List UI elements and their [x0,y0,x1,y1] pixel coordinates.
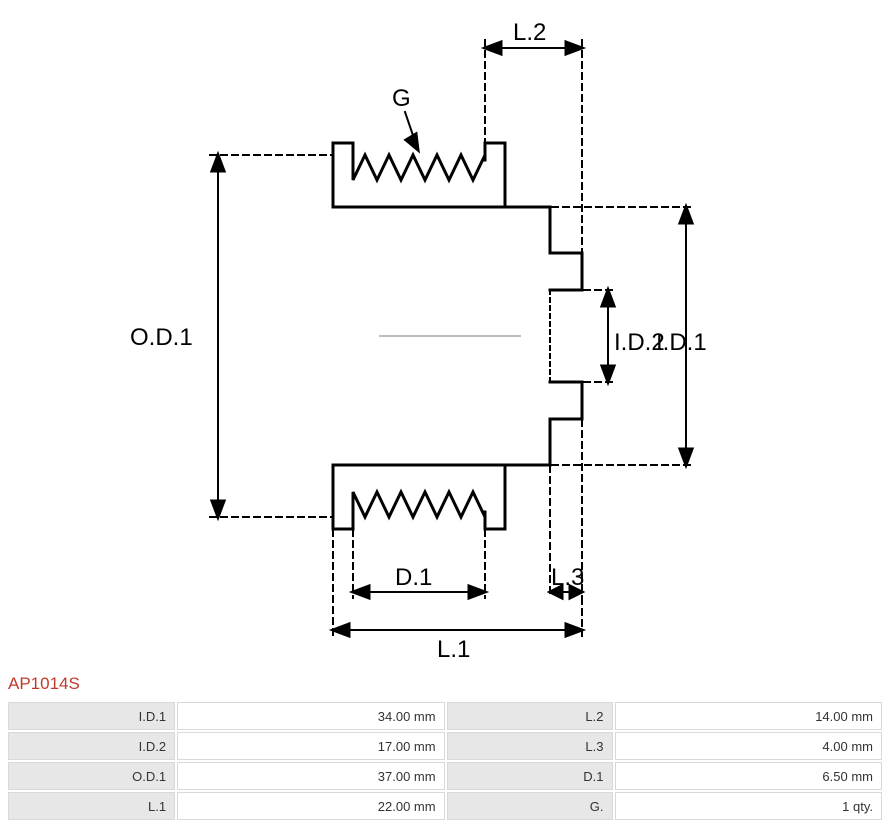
label-d1: D.1 [395,564,432,591]
spec-key: L.2 [447,702,613,730]
label-od1: O.D.1 [130,324,193,351]
spec-key: O.D.1 [8,762,175,790]
spec-val: 6.50 mm [615,762,883,790]
spec-val: 4.00 mm [615,732,883,760]
spec-val: 14.00 mm [615,702,883,730]
label-l3: L.3 [551,564,584,591]
spec-key: D.1 [447,762,613,790]
spec-val: 1 qty. [615,792,883,820]
table-row: O.D.137.00 mmD.16.50 mm [8,762,882,790]
table-row: L.122.00 mmG.1 qty. [8,792,882,820]
spec-val: 37.00 mm [177,762,444,790]
technical-diagram: O.D.1 I.D.1 I.D.2 L.2 G D.1 L.3 L.1 [0,0,889,670]
spec-key: L.1 [8,792,175,820]
label-l2: L.2 [513,19,546,46]
table-row: I.D.217.00 mmL.34.00 mm [8,732,882,760]
spec-key: G. [447,792,613,820]
table-row: I.D.134.00 mmL.214.00 mm [8,702,882,730]
spec-key: I.D.1 [8,702,175,730]
spec-val: 17.00 mm [177,732,444,760]
label-g: G [392,85,411,112]
spec-table: I.D.134.00 mmL.214.00 mmI.D.217.00 mmL.3… [6,700,884,822]
spec-val: 22.00 mm [177,792,444,820]
spec-key: I.D.2 [8,732,175,760]
spec-key: L.3 [447,732,613,760]
label-id2: I.D.2 [614,329,665,356]
part-number: AP1014S [0,670,889,700]
label-l1: L.1 [437,636,470,663]
spec-val: 34.00 mm [177,702,444,730]
